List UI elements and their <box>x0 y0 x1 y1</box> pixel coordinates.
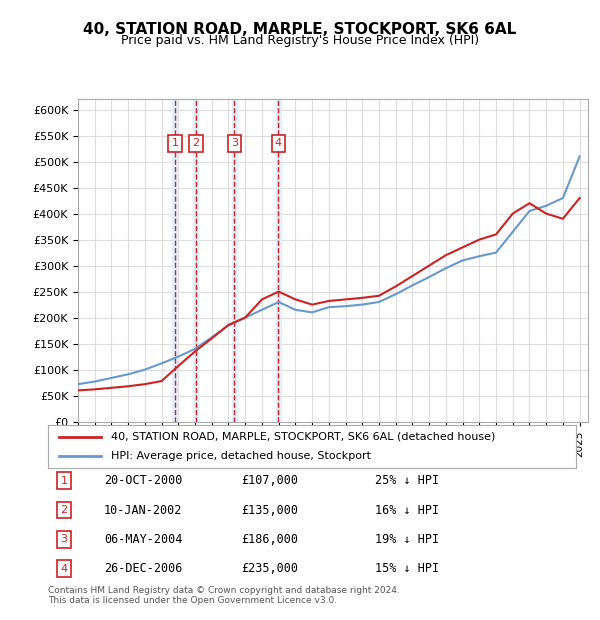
Text: £107,000: £107,000 <box>241 474 298 487</box>
Text: 20-OCT-2000: 20-OCT-2000 <box>104 474 182 487</box>
Text: 19% ↓ HPI: 19% ↓ HPI <box>375 533 439 546</box>
Text: 40, STATION ROAD, MARPLE, STOCKPORT, SK6 6AL (detached house): 40, STATION ROAD, MARPLE, STOCKPORT, SK6… <box>112 432 496 442</box>
Text: 3: 3 <box>61 534 67 544</box>
Text: 3: 3 <box>231 138 238 148</box>
Text: Price paid vs. HM Land Registry's House Price Index (HPI): Price paid vs. HM Land Registry's House … <box>121 34 479 47</box>
Bar <box>193 99 198 422</box>
Text: £186,000: £186,000 <box>241 533 298 546</box>
Bar <box>276 99 281 422</box>
Bar <box>232 99 237 422</box>
Text: 15% ↓ HPI: 15% ↓ HPI <box>375 562 439 575</box>
Text: £135,000: £135,000 <box>241 503 298 516</box>
Text: 06-MAY-2004: 06-MAY-2004 <box>104 533 182 546</box>
Text: 10-JAN-2002: 10-JAN-2002 <box>104 503 182 516</box>
Text: 25% ↓ HPI: 25% ↓ HPI <box>375 474 439 487</box>
Text: 2: 2 <box>192 138 199 148</box>
Text: 1: 1 <box>61 476 67 486</box>
Text: £235,000: £235,000 <box>241 562 298 575</box>
Text: 40, STATION ROAD, MARPLE, STOCKPORT, SK6 6AL: 40, STATION ROAD, MARPLE, STOCKPORT, SK6… <box>83 22 517 37</box>
Text: 4: 4 <box>60 564 67 574</box>
Text: Contains HM Land Registry data © Crown copyright and database right 2024.
This d: Contains HM Land Registry data © Crown c… <box>48 586 400 605</box>
Text: 26-DEC-2006: 26-DEC-2006 <box>104 562 182 575</box>
Text: 16% ↓ HPI: 16% ↓ HPI <box>375 503 439 516</box>
Bar <box>172 99 178 422</box>
Text: 4: 4 <box>275 138 282 148</box>
Text: 1: 1 <box>172 138 178 148</box>
Text: 2: 2 <box>60 505 67 515</box>
Text: HPI: Average price, detached house, Stockport: HPI: Average price, detached house, Stoc… <box>112 451 371 461</box>
